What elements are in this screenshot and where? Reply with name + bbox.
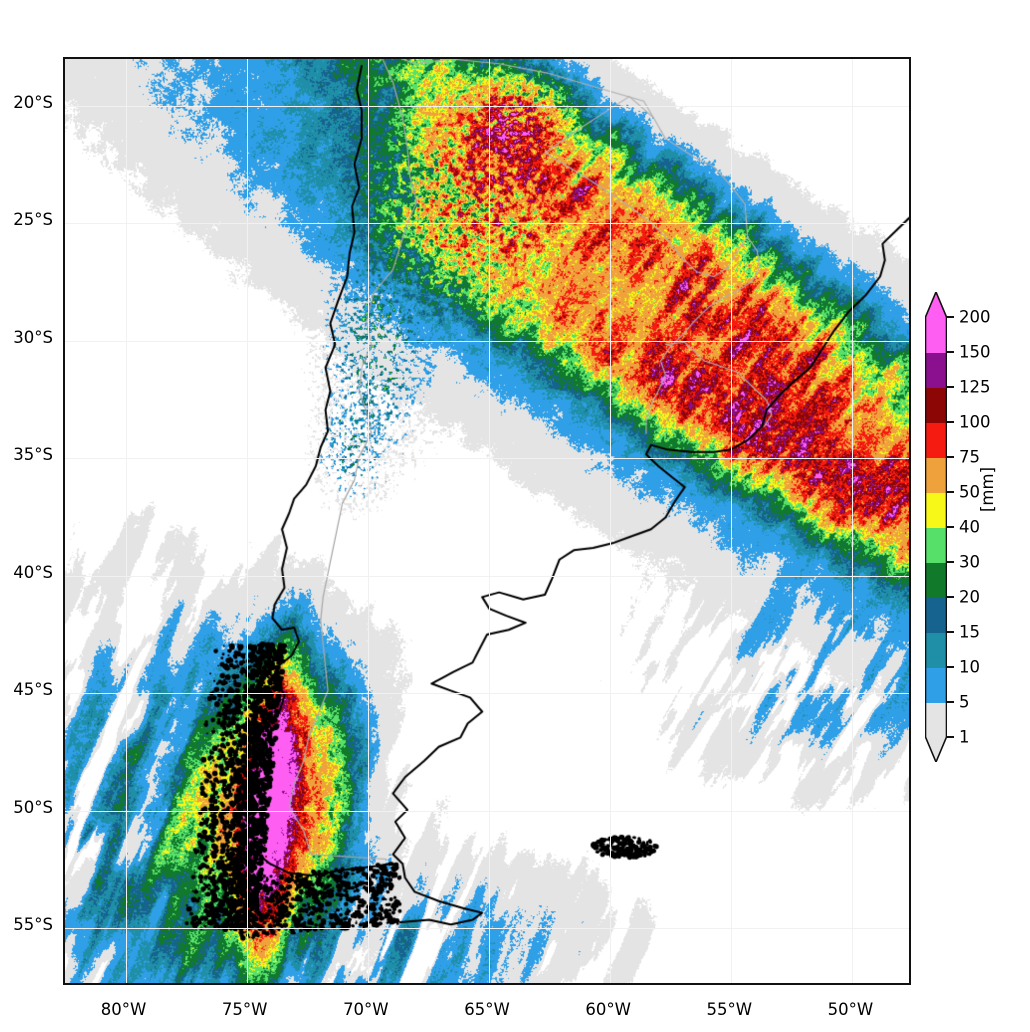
colorbar-tick (947, 351, 954, 353)
colorbar-segment (925, 562, 947, 598)
colorbar-tick (947, 456, 954, 458)
x-tick-label: 75°W (221, 1000, 268, 1019)
gridline-lon (246, 59, 248, 983)
colorbar-tick (947, 561, 954, 563)
x-tick-label: 80°W (100, 1000, 147, 1019)
gridline-lat (65, 340, 909, 342)
gridline-lat (65, 575, 909, 577)
x-tick-label: 65°W (464, 1000, 510, 1019)
gridline-lat (65, 928, 909, 930)
colorbar-tick-label: 5 (959, 692, 970, 712)
precipitation-map (65, 59, 909, 983)
gridline-lat (65, 693, 909, 695)
x-tick-label: 70°W (343, 1000, 389, 1019)
colorbar-segment (925, 667, 947, 703)
colorbar-tick-label: 125 (959, 377, 991, 397)
colorbar (925, 292, 947, 762)
colorbar-tick-label: 150 (959, 342, 991, 362)
colorbar-over-arrow (925, 292, 947, 317)
y-tick-label: 35°S (13, 445, 53, 465)
colorbar-tick (947, 421, 954, 423)
colorbar-segment (925, 317, 947, 353)
gridline-lon (852, 59, 854, 983)
y-tick-label: 25°S (13, 210, 53, 230)
colorbar-tick (947, 491, 954, 493)
x-tick-label: 55°W (706, 1000, 753, 1019)
colorbar-segment (925, 632, 947, 668)
colorbar-segment (925, 527, 947, 563)
colorbar-tick (947, 386, 954, 388)
gridline-lon (610, 59, 612, 983)
colorbar-tick-label: 10 (959, 657, 980, 677)
x-tick-label: 60°W (585, 1000, 631, 1019)
y-tick-label: 50°S (13, 797, 53, 817)
colorbar-tick-label: 1 (959, 727, 970, 747)
y-tick-label: 55°S (13, 915, 53, 935)
colorbar-gradient (925, 317, 947, 737)
colorbar-tick-label: 40 (959, 517, 980, 537)
colorbar-tick (947, 666, 954, 668)
colorbar-tick-label: 30 (959, 552, 980, 572)
colorbar-outline (925, 292, 947, 762)
colorbar-units-label: [mm] (978, 466, 997, 512)
colorbar-tick (947, 526, 954, 528)
gridline-lat (65, 223, 909, 225)
colorbar-tick (947, 701, 954, 703)
gridline-lon (731, 59, 733, 983)
map-canvas-wrap (65, 59, 909, 983)
gridline-lon (367, 59, 369, 983)
colorbar-segment (925, 457, 947, 493)
y-tick-label: 20°S (13, 92, 53, 112)
gridline-lon (489, 59, 490, 983)
colorbar-tick-label: 15 (959, 622, 980, 642)
colorbar-tick (947, 631, 954, 633)
colorbar-tick-label: 50 (959, 482, 980, 502)
gridline-lat (65, 105, 909, 107)
colorbar-tick (947, 596, 954, 598)
gridline-lon (125, 59, 127, 983)
colorbar-tick-label: 100 (959, 412, 991, 432)
colorbar-tick-label: 200 (959, 307, 991, 327)
colorbar-tick-label: 75 (959, 447, 980, 467)
y-tick-label: 45°S (13, 680, 53, 700)
x-tick-label: 50°W (827, 1000, 874, 1019)
colorbar-under-arrow (925, 737, 947, 762)
colorbar-tick (947, 316, 954, 318)
colorbar-segment (925, 597, 947, 633)
y-tick-label: 40°S (13, 562, 53, 582)
y-tick-label: 30°S (13, 327, 53, 347)
colorbar-tick (947, 736, 954, 738)
colorbar-segment (925, 352, 947, 388)
gridline-lat (65, 458, 909, 460)
colorbar-segment (925, 422, 947, 458)
gridline-lat (65, 810, 909, 812)
map-axes (63, 57, 911, 985)
colorbar-segment (925, 387, 947, 423)
colorbar-segment (925, 702, 947, 737)
colorbar-segment (925, 492, 947, 528)
colorbar-tick-label: 20 (959, 587, 980, 607)
